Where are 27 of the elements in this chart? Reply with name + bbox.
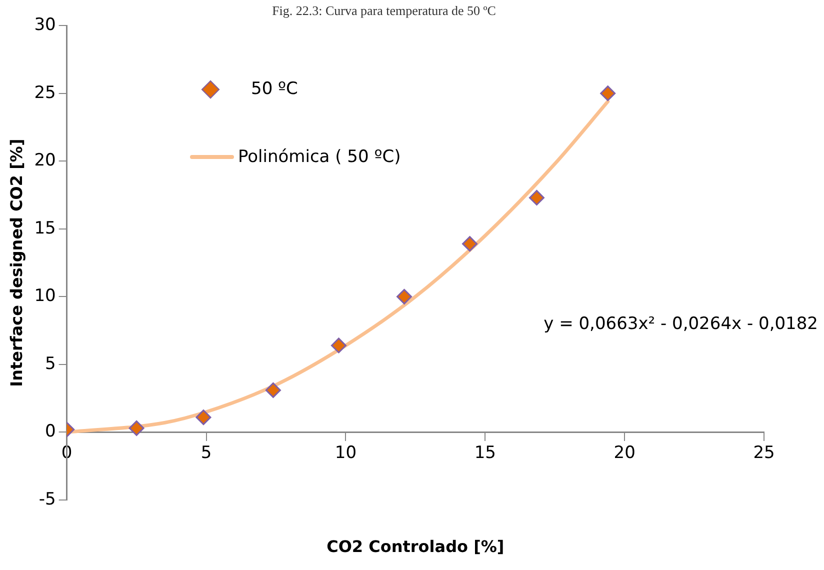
chart-title: Fig. 22.3: Curva para temperatura de 50 ºC (272, 3, 496, 18)
point (128, 420, 144, 436)
y-tick-label: -5 (38, 489, 56, 510)
x-tick-label: 10 (334, 442, 357, 463)
y-tick-label: 15 (34, 218, 56, 238)
point (265, 382, 281, 398)
x-tick-label: 5 (200, 442, 212, 463)
legend-label: Polinómica ( 50 ºC) (238, 147, 401, 167)
point (396, 288, 412, 304)
point (462, 236, 478, 252)
x-tick-label: 25 (753, 442, 775, 463)
legend-label: 50 ºC (251, 79, 298, 99)
y-tick-label: 0 (45, 422, 56, 442)
y-tick-label: 10 (34, 286, 56, 306)
point (600, 86, 616, 102)
annotation: y = 0,0663x² - 0,0264x - 0,0182 (544, 314, 818, 334)
y-tick-label: 5 (45, 354, 56, 374)
point (330, 338, 346, 354)
x-tick-label: 20 (614, 442, 636, 463)
y-tick-label: 20 (34, 150, 56, 171)
x-axis-title: CO2 Controlado [%] (326, 537, 504, 556)
y-axis-title: Interface designed CO2 [%] (6, 138, 26, 387)
x-tick-label: 15 (474, 442, 496, 463)
point (528, 190, 544, 206)
y-tick-label: 25 (34, 82, 56, 103)
point (196, 410, 212, 426)
y-tick-label: 30 (34, 15, 56, 36)
